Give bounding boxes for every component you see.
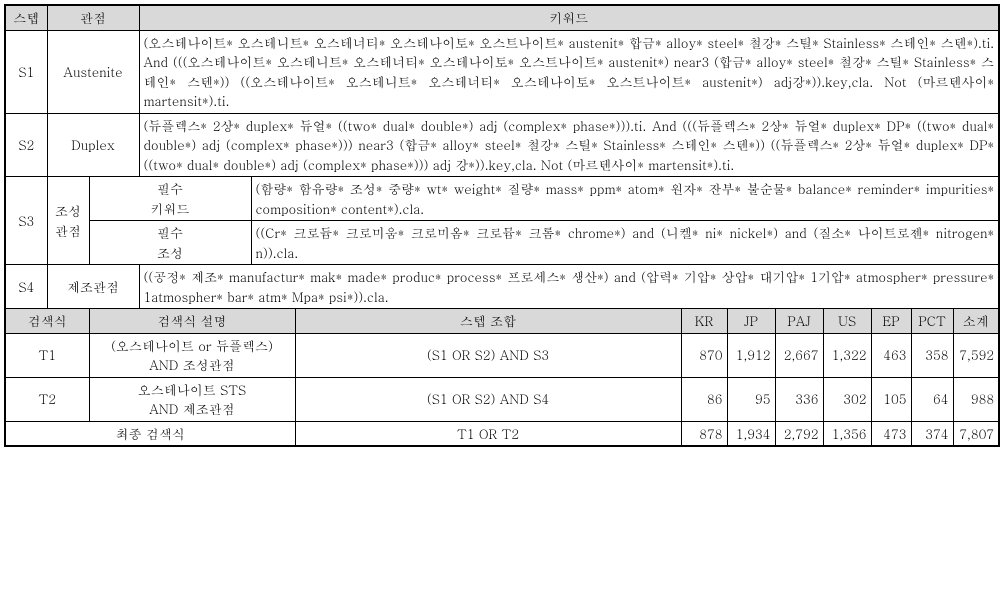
cell-ep: 105	[871, 377, 911, 421]
cell-paj: 2,792	[775, 421, 823, 446]
cell-paj: 336	[775, 377, 823, 421]
header-step-combo: 스텝 조합	[295, 309, 681, 334]
cell-view: 조성 관점	[47, 177, 89, 265]
row-s4: S4 제조관점 ((공정* 제조* manufactur* mak* made*…	[5, 265, 999, 309]
header-step: 스텝	[5, 5, 47, 30]
cell-sub-label: 필수 키워드	[89, 177, 251, 221]
cell-view: Duplex	[47, 113, 139, 177]
cell-ep: 473	[871, 421, 911, 446]
cell-pct: 64	[911, 377, 953, 421]
cell-sub-label: 필수 조성	[89, 221, 251, 265]
cell-step: S3	[5, 177, 47, 265]
cell-step: S4	[5, 265, 47, 309]
cell-desc: 오스테나이트 STS AND 제조관점	[89, 377, 295, 421]
cell-kr: 86	[681, 377, 727, 421]
header-kr: KR	[681, 309, 727, 334]
header-ep: EP	[871, 309, 911, 334]
header-search: 검색식	[5, 309, 89, 334]
row-final: 최종 검색식 T1 OR T2 878 1,934 2,792 1,356 47…	[5, 421, 999, 446]
cell-us: 1,322	[823, 333, 871, 377]
header-paj: PAJ	[775, 309, 823, 334]
cell-subtotal: 988	[953, 377, 999, 421]
cell-kr: 878	[681, 421, 727, 446]
cell-keyword: (오스테나이트* 오스테니트* 오스테너티* 오스테나이토* 오스트나이트* a…	[139, 30, 999, 113]
cell-final-label: 최종 검색식	[5, 421, 295, 446]
row-s3a: S3 조성 관점 필수 키워드 (함량* 함유량* 조성* 중량* wt* we…	[5, 177, 999, 221]
cell-view: 제조관점	[47, 265, 139, 309]
header-us: US	[823, 309, 871, 334]
row-t2: T2 오스테나이트 STS AND 제조관점 (S1 OR S2) AND S4…	[5, 377, 999, 421]
row-bottom-header: 검색식 검색식 설명 스텝 조합 KR JP PAJ US EP PCT 소계	[5, 309, 999, 334]
row-t1: T1 (오스테나이트 or 듀플렉스) AND 조성관점 (S1 OR S2) …	[5, 333, 999, 377]
header-subtotal: 소계	[953, 309, 999, 334]
cell-combo: T1 OR T2	[295, 421, 681, 446]
cell-id: T1	[5, 333, 89, 377]
cell-id: T2	[5, 377, 89, 421]
cell-us: 1,356	[823, 421, 871, 446]
header-view: 관점	[47, 5, 139, 30]
header-jp: JP	[727, 309, 775, 334]
cell-kr: 870	[681, 333, 727, 377]
cell-subtotal: 7,807	[953, 421, 999, 446]
cell-pct: 358	[911, 333, 953, 377]
cell-pct: 374	[911, 421, 953, 446]
cell-view: Austenite	[47, 30, 139, 113]
cell-desc: (오스테나이트 or 듀플렉스) AND 조성관점	[89, 333, 295, 377]
cell-keyword: ((Cr* 크로듐* 크로미움* 크로미옴* 크로뮴* 크롬* chrome*)…	[251, 221, 999, 265]
cell-ep: 463	[871, 333, 911, 377]
cell-us: 302	[823, 377, 871, 421]
cell-combo: (S1 OR S2) AND S3	[295, 333, 681, 377]
cell-jp: 1,934	[727, 421, 775, 446]
cell-jp: 95	[727, 377, 775, 421]
row-s1: S1 Austenite (오스테나이트* 오스테니트* 오스테너티* 오스테나…	[5, 30, 999, 113]
cell-combo: (S1 OR S2) AND S4	[295, 377, 681, 421]
header-pct: PCT	[911, 309, 953, 334]
row-s3b: 필수 조성 ((Cr* 크로듐* 크로미움* 크로미옴* 크로뮴* 크롬* ch…	[5, 221, 999, 265]
cell-keyword: (함량* 함유량* 조성* 중량* wt* weight* 질량* mass* …	[251, 177, 999, 221]
row-s2: S2 Duplex (듀플렉스* 2상* duplex* 듀얼* ((two* …	[5, 113, 999, 177]
cell-jp: 1,912	[727, 333, 775, 377]
cell-step: S2	[5, 113, 47, 177]
cell-step: S1	[5, 30, 47, 113]
cell-subtotal: 7,592	[953, 333, 999, 377]
cell-paj: 2,667	[775, 333, 823, 377]
cell-keyword: ((공정* 제조* manufactur* mak* made* produc*…	[139, 265, 999, 309]
search-strategy-table: 스텝 관점 키워드 S1 Austenite (오스테나이트* 오스테니트* 오…	[4, 4, 1000, 447]
header-keyword: 키워드	[139, 5, 999, 30]
cell-keyword: (듀플렉스* 2상* duplex* 듀얼* ((two* dual* doub…	[139, 113, 999, 177]
header-desc: 검색식 설명	[89, 309, 295, 334]
